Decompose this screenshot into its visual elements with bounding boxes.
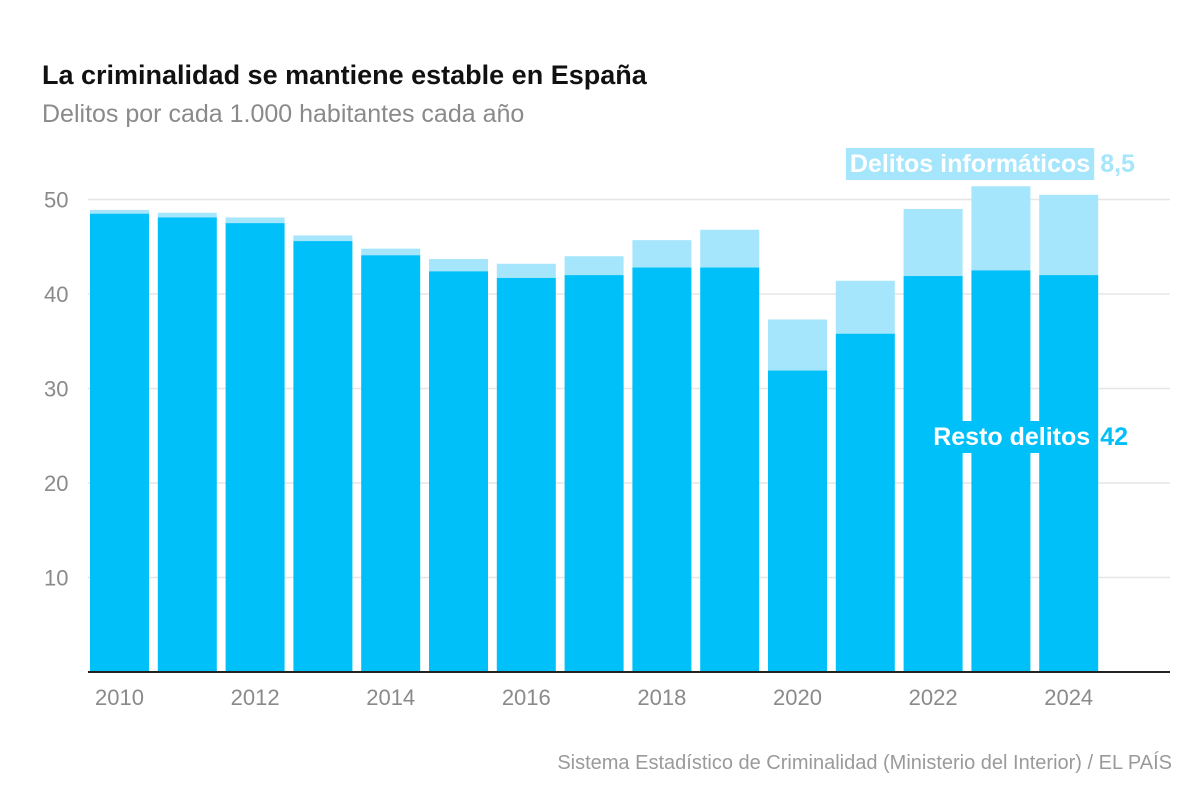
bar-informaticos-2012 bbox=[225, 217, 285, 224]
bar-informaticos-2023 bbox=[971, 186, 1031, 271]
chart-subtitle: Delitos por cada 1.000 habitantes cada a… bbox=[42, 100, 525, 128]
bar-informaticos-2020 bbox=[768, 319, 827, 371]
bar-resto-2017 bbox=[564, 275, 624, 672]
bar-resto-2010 bbox=[90, 213, 149, 673]
bar-resto-2019 bbox=[700, 267, 760, 672]
x-tick-label-2022: 2022 bbox=[909, 685, 958, 710]
bar-informaticos-2010 bbox=[90, 209, 149, 214]
bar-informaticos-2022 bbox=[903, 208, 963, 277]
annotation-informaticos-label: Delitos informáticos bbox=[850, 150, 1090, 178]
x-tick-label-2024: 2024 bbox=[1044, 685, 1093, 710]
chart-title: La criminalidad se mantiene estable en E… bbox=[42, 60, 647, 90]
y-tick-label-30: 30 bbox=[44, 377, 68, 402]
bar-resto-2016 bbox=[496, 277, 556, 672]
bar-resto-2022 bbox=[903, 276, 963, 672]
bar-informaticos-2011 bbox=[157, 212, 217, 218]
bar-resto-2014 bbox=[361, 255, 421, 672]
bar-informaticos-2013 bbox=[293, 235, 353, 242]
bar-resto-2018 bbox=[632, 267, 692, 672]
bar-informaticos-2014 bbox=[361, 248, 421, 256]
bar-resto-2011 bbox=[157, 217, 217, 672]
y-tick-label-10: 10 bbox=[44, 566, 68, 591]
bar-resto-2012 bbox=[225, 223, 285, 672]
y-tick-label-20: 20 bbox=[44, 471, 68, 496]
bar-informaticos-2021 bbox=[835, 280, 895, 334]
bar-informaticos-2015 bbox=[429, 259, 488, 272]
x-tick-label-2010: 2010 bbox=[95, 685, 144, 710]
bar-resto-2021 bbox=[835, 333, 895, 672]
bar-resto-2020 bbox=[768, 370, 827, 672]
x-tick-label-2016: 2016 bbox=[502, 685, 551, 710]
series-annotations: Delitos informáticos 8,5 Resto delitos 42 bbox=[845, 148, 1135, 453]
annotation-resto-highlight bbox=[929, 421, 1095, 453]
bar-informaticos-2024 bbox=[1039, 194, 1099, 276]
annotation-informaticos-value: 8,5 bbox=[1100, 150, 1135, 178]
y-axis-ticks: 10 20 30 40 50 bbox=[44, 188, 68, 591]
bar-informaticos-2016 bbox=[496, 263, 556, 278]
annotation-resto-label: Resto delitos bbox=[933, 423, 1090, 451]
bar-informaticos-2019 bbox=[700, 229, 760, 268]
y-tick-label-50: 50 bbox=[44, 188, 68, 213]
annotation-informaticos-highlight bbox=[845, 148, 1095, 180]
y-tick-label-40: 40 bbox=[44, 282, 68, 307]
bar-resto-2024 bbox=[1039, 275, 1099, 672]
x-tick-label-2012: 2012 bbox=[231, 685, 280, 710]
bar-resto-2013 bbox=[293, 241, 353, 672]
bar-resto-2023 bbox=[971, 270, 1031, 672]
source-credit: Sistema Estadístico de Criminalidad (Min… bbox=[557, 752, 1172, 774]
bars bbox=[90, 186, 1099, 673]
bar-resto-2015 bbox=[429, 271, 488, 672]
x-tick-label-2018: 2018 bbox=[637, 685, 686, 710]
bar-informaticos-2017 bbox=[564, 256, 624, 276]
bar-informaticos-2018 bbox=[632, 240, 692, 268]
x-tick-label-2020: 2020 bbox=[773, 685, 822, 710]
annotation-resto-value: 42 bbox=[1100, 423, 1128, 451]
x-tick-label-2014: 2014 bbox=[366, 685, 415, 710]
x-axis-ticks: 2010 2012 2014 2016 2018 2020 2022 2024 bbox=[95, 685, 1093, 710]
